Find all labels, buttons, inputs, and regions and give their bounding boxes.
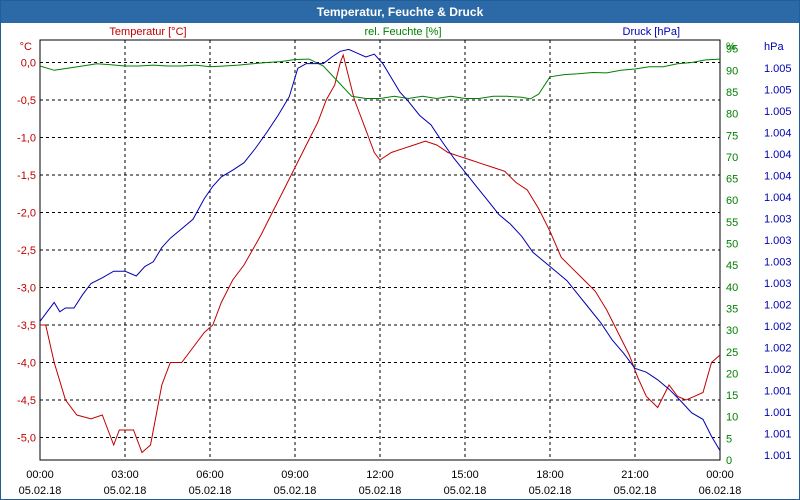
x-tick-time: 03:00	[111, 469, 139, 481]
humidity-tick-label: 20	[726, 368, 738, 380]
window-title: Temperatur, Feuchte & Druck	[1, 1, 799, 23]
pressure-tick-label: 1.003	[764, 235, 792, 247]
temperature-tick-label: -2,0	[17, 208, 36, 220]
series-layer	[39, 48, 721, 454]
pressure-tick-label: 1.001	[764, 407, 792, 419]
legend-temperature: Temperatur [°C]	[109, 26, 186, 38]
x-tick-date: 06.02.18	[699, 485, 742, 497]
x-tick-time: 00:00	[26, 469, 54, 481]
pressure-tick-label: 1.001	[764, 386, 792, 398]
x-tick-time: 00:00	[706, 469, 734, 481]
x-tick-date: 05.02.18	[189, 485, 232, 497]
humidity-tick-label: 60	[726, 195, 738, 207]
pressure-tick-label: 1.003	[764, 214, 792, 226]
x-tick-date: 05.02.18	[274, 485, 317, 497]
pressure-tick-label: 1.001	[764, 429, 792, 441]
axes-layer: 00:00 05.02.18 03:00 05.02.18 06:00 05.02.18 0…	[17, 44, 792, 497]
pressure-tick-label: 1.004	[764, 149, 792, 161]
humidity-tick-label: 70	[726, 152, 738, 164]
legend-humidity: rel. Feuchte [%]	[364, 26, 441, 38]
humidity-line	[39, 58, 721, 100]
pressure-tick-label: 1.003	[764, 278, 792, 290]
temperature-tick-label: -1,0	[17, 133, 36, 145]
pressure-unit: hPa	[764, 41, 784, 53]
humidity-tick-label: 95	[726, 44, 738, 56]
temperature-tick-label: -3,0	[17, 283, 36, 295]
temperature-tick-label: -2,5	[17, 245, 36, 257]
temperature-tick-label: 0,0	[21, 58, 36, 70]
temperature-line	[40, 53, 721, 454]
temperature-unit: °C	[20, 41, 32, 53]
humidity-tick-label: 75	[726, 130, 738, 142]
pressure-tick-label: 1.004	[764, 192, 792, 204]
humidity-tick-label: 5	[726, 433, 732, 445]
humidity-tick-label: 25	[726, 347, 738, 359]
humidity-tick-label: 80	[726, 109, 738, 121]
temperature-tick-label: -1,5	[17, 170, 36, 182]
temperature-tick-label: -4,5	[17, 395, 36, 407]
pressure-tick-label: 1.002	[764, 300, 792, 312]
x-tick-time: 12:00	[366, 469, 394, 481]
temperature-tick-label: -4,0	[17, 358, 36, 370]
x-tick-date: 05.02.18	[19, 485, 62, 497]
pressure-tick-label: 1.005	[764, 106, 792, 118]
pressure-tick-label: 1.004	[764, 128, 792, 140]
humidity-tick-label: 90	[726, 65, 738, 77]
x-tick-date: 05.02.18	[444, 485, 487, 497]
temperature-tick-label: -0,5	[17, 95, 36, 107]
pressure-tick-label: 1.003	[764, 257, 792, 269]
humidity-tick-label: 35	[726, 303, 738, 315]
pressure-tick-label: 1.005	[764, 63, 792, 75]
pressure-line	[39, 48, 721, 451]
humidity-tick-label: 40	[726, 282, 738, 294]
humidity-tick-label: 45	[726, 260, 738, 272]
x-tick-date: 05.02.18	[104, 485, 147, 497]
humidity-tick-label: 15	[726, 390, 738, 402]
humidity-tick-label: 10	[726, 412, 738, 424]
x-tick-date: 05.02.18	[614, 485, 657, 497]
humidity-tick-label: 55	[726, 217, 738, 229]
pressure-tick-label: 1.001	[764, 450, 792, 462]
humidity-tick-label: 0	[726, 455, 732, 467]
grid-lines	[40, 40, 720, 460]
pressure-tick-label: 1.005	[764, 85, 792, 97]
pressure-tick-label: 1.004	[764, 171, 792, 183]
pressure-tick-label: 1.002	[764, 364, 792, 376]
pressure-tick-label: 1.002	[764, 321, 792, 333]
x-tick-time: 21:00	[621, 469, 649, 481]
humidity-tick-label: 65	[726, 174, 738, 186]
humidity-unit: %	[726, 41, 736, 53]
x-tick-time: 15:00	[451, 469, 479, 481]
x-tick-time: 06:00	[196, 469, 224, 481]
temperature-tick-label: -5,0	[17, 433, 36, 445]
pressure-tick-label: 1.002	[764, 343, 792, 355]
humidity-tick-label: 50	[726, 239, 738, 251]
x-tick-date: 05.02.18	[529, 485, 572, 497]
legend-pressure: Druck [hPa]	[623, 26, 680, 38]
x-tick-time: 09:00	[281, 469, 309, 481]
humidity-tick-label: 30	[726, 325, 738, 337]
x-tick-date: 05.02.18	[359, 485, 402, 497]
temperature-tick-label: -3,5	[17, 320, 36, 332]
x-tick-time: 18:00	[536, 469, 564, 481]
humidity-tick-label: 85	[726, 87, 738, 99]
